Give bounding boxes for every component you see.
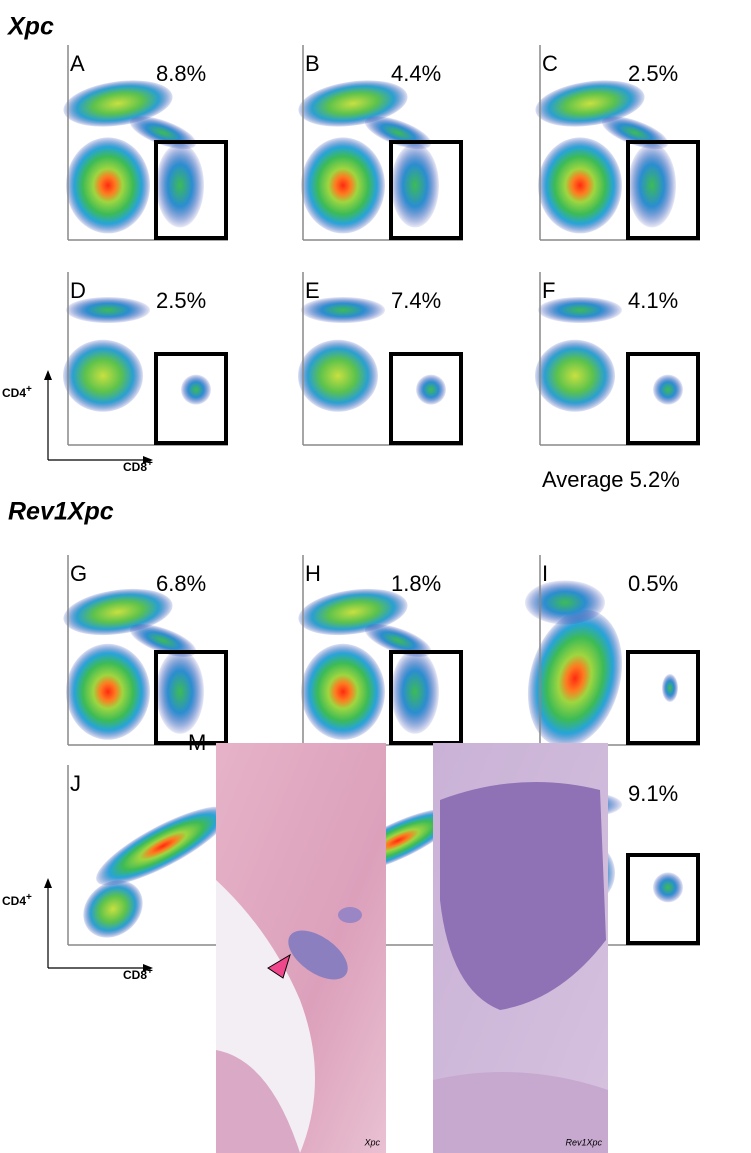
flow-panel: J [68, 765, 239, 949]
histology-left: Xpc [216, 743, 386, 1153]
axis-label: CD4+ [2, 892, 32, 909]
axis-label: CD8 [123, 460, 147, 474]
superscript: + [147, 458, 153, 469]
cell-population [628, 143, 676, 227]
panel-letter: B [305, 51, 320, 76]
panel-letter: I [542, 561, 548, 586]
percentage: 4.1% [628, 288, 678, 313]
cell-population [653, 375, 683, 405]
panel-letter: F [542, 278, 555, 303]
cell-population [301, 644, 385, 740]
cell-population [535, 340, 615, 412]
axis-label: CD4 [2, 894, 26, 908]
cell-population [181, 375, 211, 405]
axis-label: CD4+ [2, 384, 32, 401]
percentage: 2.5% [156, 288, 206, 313]
cell-population [525, 581, 605, 625]
cell-population [391, 650, 439, 734]
percentage: 8.8% [156, 61, 206, 86]
panel-letter: M [188, 730, 206, 755]
cell-population [391, 143, 439, 227]
flow-panel: B 4.4% [295, 45, 463, 240]
cell-population [63, 340, 143, 412]
cell-population [156, 650, 204, 734]
gate [628, 652, 698, 743]
axis-label: CD8 [123, 968, 147, 982]
panel-letter: G [70, 561, 87, 586]
percentage: 4.4% [391, 61, 441, 86]
cell-population [653, 872, 683, 902]
flow-panel: C 2.5% [532, 45, 700, 240]
superscript: + [26, 384, 32, 395]
figure: XpcA8.8%B4.4%C2.5%D2.5%E7.4%F4.1%CD4+CD8… [0, 0, 751, 1153]
axis-label: CD8+ [123, 966, 153, 983]
axis-label: CD8+ [123, 458, 153, 475]
panel-letter: E [305, 278, 320, 303]
percentage: 9.1% [628, 781, 678, 806]
flow-panel: I 0.5% [513, 555, 700, 758]
cell-population [66, 644, 150, 740]
percentage: 1.8% [391, 571, 441, 596]
flow-panel: F 4.1% [535, 272, 700, 445]
flow-panel: H 1.8% [295, 555, 463, 745]
panel-letter: H [305, 561, 321, 586]
section-title: Xpc [6, 13, 54, 41]
percentage: 0.5% [628, 571, 678, 596]
cell-population [416, 375, 446, 405]
histology-right: Rev1Xpc [433, 743, 608, 1153]
cell-population [662, 674, 678, 702]
arrowhead [44, 370, 52, 380]
cell-population [66, 137, 150, 233]
superscript: + [26, 892, 32, 903]
image-label: Rev1Xpc [565, 1137, 602, 1147]
flow-panel: G 6.8% [60, 555, 228, 745]
flow-panel: E 7.4% [298, 272, 463, 445]
panel-letter: A [70, 51, 85, 76]
cell-population [156, 143, 204, 227]
flow-panel: D 2.5% [63, 272, 228, 445]
axis-label: CD4 [2, 386, 26, 400]
lymph-node [338, 907, 362, 923]
cell-population [298, 340, 378, 412]
panel-letter: C [542, 51, 558, 76]
superscript: + [147, 966, 153, 977]
arrowhead [44, 878, 52, 888]
cell-population [538, 137, 622, 233]
percentage: 7.4% [391, 288, 441, 313]
panel-letter: J [70, 771, 81, 796]
average: Average 5.2% [542, 467, 680, 492]
percentage: 6.8% [156, 571, 206, 596]
flow-panel: A 8.8% [60, 45, 228, 240]
percentage: 2.5% [628, 61, 678, 86]
image-label: Xpc [363, 1137, 380, 1147]
panel-letter: D [70, 278, 86, 303]
cell-population [301, 137, 385, 233]
section-title: Rev1Xpc [8, 498, 114, 526]
